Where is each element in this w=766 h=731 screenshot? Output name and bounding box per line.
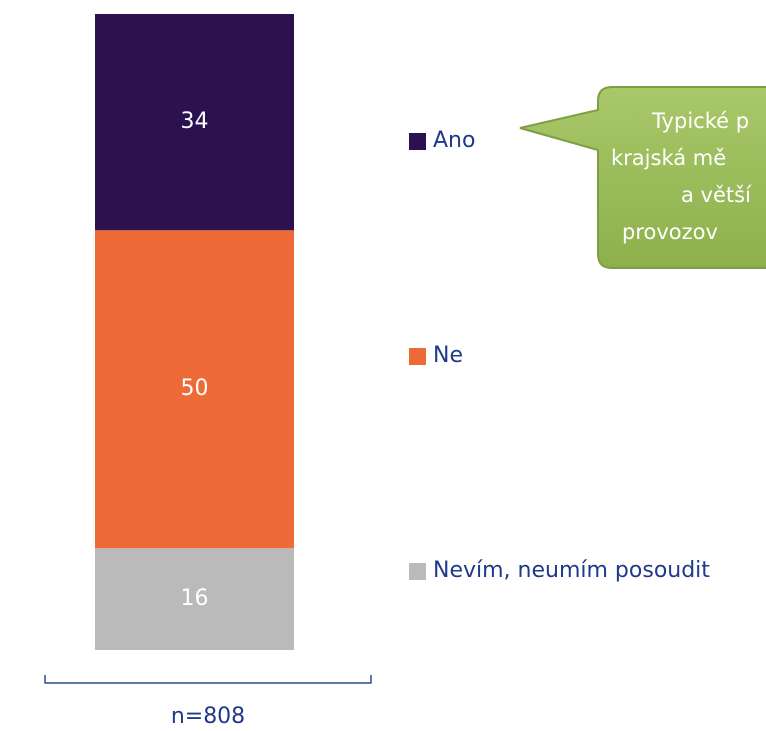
legend-label: Ne xyxy=(433,343,463,368)
bar-segment xyxy=(95,14,294,231)
data-label: 34 xyxy=(181,109,209,134)
legend-label: Nevím, neumím posoudit xyxy=(433,558,710,583)
legend-swatch xyxy=(409,133,426,150)
callout-text: provozov xyxy=(622,220,718,244)
data-label: 16 xyxy=(181,586,209,611)
callout-text: krajská mě xyxy=(611,146,726,170)
x-tick-label: n=808 xyxy=(171,704,245,729)
callout-text: Typické p xyxy=(651,109,749,133)
callout-text: a větší xyxy=(681,183,752,207)
axis-bracket xyxy=(44,675,372,684)
bar-segment xyxy=(95,230,294,549)
legend-swatch xyxy=(409,348,426,365)
legend-swatch xyxy=(409,563,426,580)
bar-segment xyxy=(95,548,294,650)
data-label: 50 xyxy=(181,376,209,401)
callout xyxy=(519,86,766,269)
legend-label: Ano xyxy=(433,128,475,153)
